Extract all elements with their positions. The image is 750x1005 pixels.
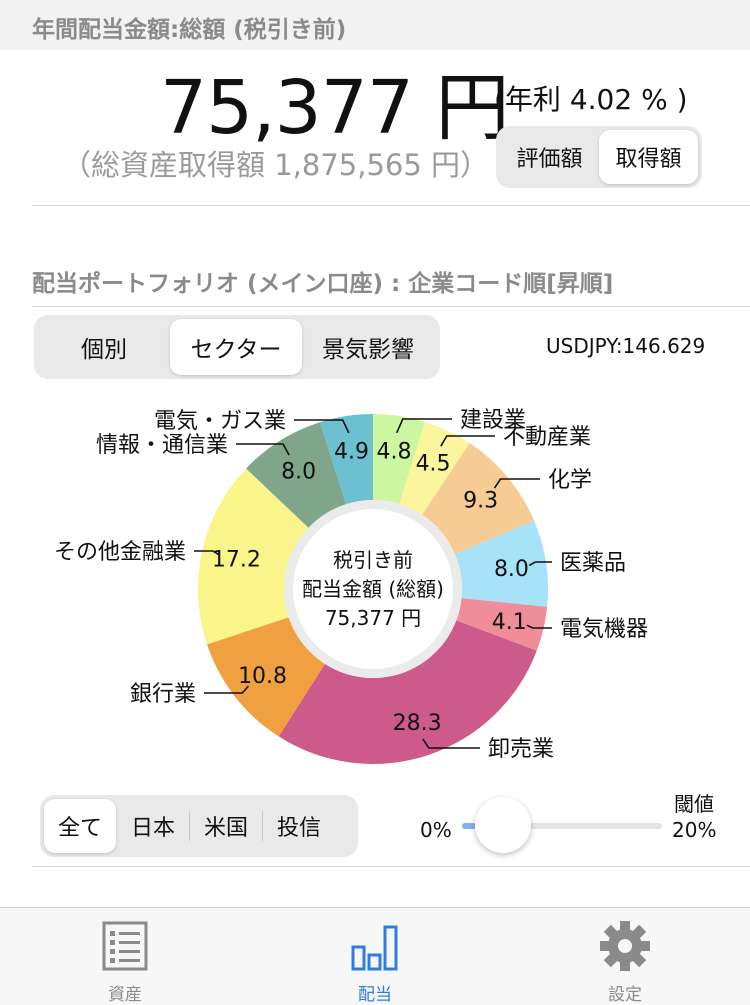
- slice-category-label: 化学: [548, 468, 592, 493]
- donut-slice[interactable]: [456, 598, 548, 651]
- tab-dividends[interactable]: 配当: [250, 908, 500, 1005]
- donut-center-line2: 配当金額 (総額): [302, 577, 444, 601]
- valuation-option-cost[interactable]: 取得額: [599, 130, 698, 184]
- donut-slice[interactable]: [207, 617, 326, 737]
- donut-center-line3: 75,377 円: [325, 606, 421, 630]
- slice-leader-line: [396, 418, 452, 434]
- donut-slice[interactable]: [278, 620, 537, 764]
- annual-yield: (年利 4.02 % ): [494, 83, 688, 116]
- separator: [189, 811, 190, 841]
- slice-leader-line: [236, 443, 290, 456]
- threshold-slider-thumb[interactable]: [475, 797, 531, 853]
- slice-category-label: 不動産業: [503, 425, 591, 450]
- slice-category-label: 情報・通信業: [96, 433, 228, 458]
- slice-value-label: 4.9: [334, 440, 369, 465]
- list-icon: [100, 920, 150, 972]
- slice-leader-line: [493, 478, 540, 489]
- donut-slice[interactable]: [246, 422, 347, 528]
- slice-leader-line: [528, 561, 552, 567]
- view-option-individual[interactable]: 個別: [81, 337, 127, 363]
- donut-center-line1: 税引き前: [333, 548, 413, 572]
- threshold-max-label: 20%: [672, 818, 717, 842]
- region-option-japan[interactable]: 日本: [130, 816, 175, 841]
- slice-value-label: 17.2: [212, 548, 261, 573]
- donut-slice[interactable]: [422, 443, 535, 555]
- valuation-toggle[interactable]: 評価額 取得額: [496, 126, 702, 188]
- tab-bar: 資産 配当: [0, 907, 750, 1005]
- summary-header-title: 年間配当金額:総額 (税引き前): [32, 17, 347, 43]
- slice-value-label: 9.3: [463, 489, 498, 514]
- slice-value-label: 4.8: [377, 440, 412, 465]
- summary-header: 年間配当金額:総額 (税引き前): [0, 0, 750, 50]
- portfolio-title: 配当ポートフォリオ (メイン口座) : 企業コード順[昇順]: [32, 271, 614, 297]
- slice-leader-line: [422, 738, 480, 749]
- slice-value-label: 10.8: [238, 664, 287, 689]
- tab-dividends-label: 配当: [358, 985, 392, 1005]
- slice-category-label: 医薬品: [560, 551, 626, 576]
- threshold-min-label: 0%: [420, 818, 452, 842]
- region-option-us[interactable]: 米国: [203, 816, 248, 841]
- divider: [32, 866, 750, 867]
- bar-chart-icon: [350, 920, 400, 972]
- donut-slice[interactable]: [373, 414, 426, 505]
- fx-rate: USDJPY:146.629: [546, 334, 706, 358]
- slice-leader-line: [204, 685, 249, 694]
- donut-slice[interactable]: [319, 414, 373, 505]
- donut-slice[interactable]: [198, 468, 309, 645]
- slice-leader-line: [294, 419, 350, 434]
- slice-category-label: 電気・ガス業: [154, 409, 286, 434]
- tab-settings[interactable]: 設定: [500, 908, 750, 1005]
- view-option-economy[interactable]: 景気影響: [322, 337, 414, 363]
- total-cost-basis: （総資産取得額 1,875,565 円）: [62, 148, 490, 182]
- gear-icon: [599, 920, 651, 972]
- slice-value-label: 8.0: [494, 557, 529, 582]
- view-option-sector[interactable]: セクター: [170, 319, 302, 375]
- slice-category-label: 銀行業: [130, 682, 196, 707]
- threshold-slider-fill: [462, 823, 476, 829]
- slice-value-label: 4.1: [492, 610, 527, 635]
- slice-category-label: その他金融業: [54, 540, 186, 565]
- donut-hole: [293, 509, 453, 669]
- slice-leader-line: [440, 435, 495, 447]
- slice-category-label: 電気機器: [560, 617, 648, 642]
- slice-value-label: 8.0: [281, 459, 316, 484]
- slice-value-label: 4.5: [416, 452, 451, 477]
- separator: [262, 811, 263, 841]
- slice-category-label: 建設業: [460, 408, 526, 433]
- sector-donut-chart: 税引き前 配当金額 (総額) 75,377 円 4.8 4.5 9.3 8.0 4.1 2…: [54, 408, 648, 764]
- donut-slice[interactable]: [454, 520, 548, 607]
- region-option-funds[interactable]: 投信: [276, 816, 321, 841]
- threshold-slider-track[interactable]: [462, 823, 662, 829]
- slice-value-label: 28.3: [393, 711, 442, 736]
- donut-slice[interactable]: [399, 421, 470, 515]
- slice-leader-line: [526, 624, 552, 629]
- region-toggle[interactable]: 全て 日本 米国 投信: [40, 795, 358, 857]
- slice-category-label: 卸売業: [488, 737, 554, 762]
- tab-settings-label: 設定: [608, 985, 642, 1005]
- valuation-option-market[interactable]: 評価額: [516, 147, 583, 172]
- divider: [32, 306, 750, 307]
- divider: [32, 205, 750, 206]
- tab-assets[interactable]: 資産: [0, 908, 250, 1005]
- tab-assets-label: 資産: [108, 985, 142, 1005]
- annual-dividend-amount: 75,377 円: [160, 65, 509, 151]
- view-toggle[interactable]: 個別 セクター 景気影響: [34, 315, 440, 379]
- region-option-all[interactable]: 全て: [44, 799, 116, 853]
- threshold-label: 閾値: [674, 792, 714, 816]
- slice-leader-line: [194, 550, 220, 556]
